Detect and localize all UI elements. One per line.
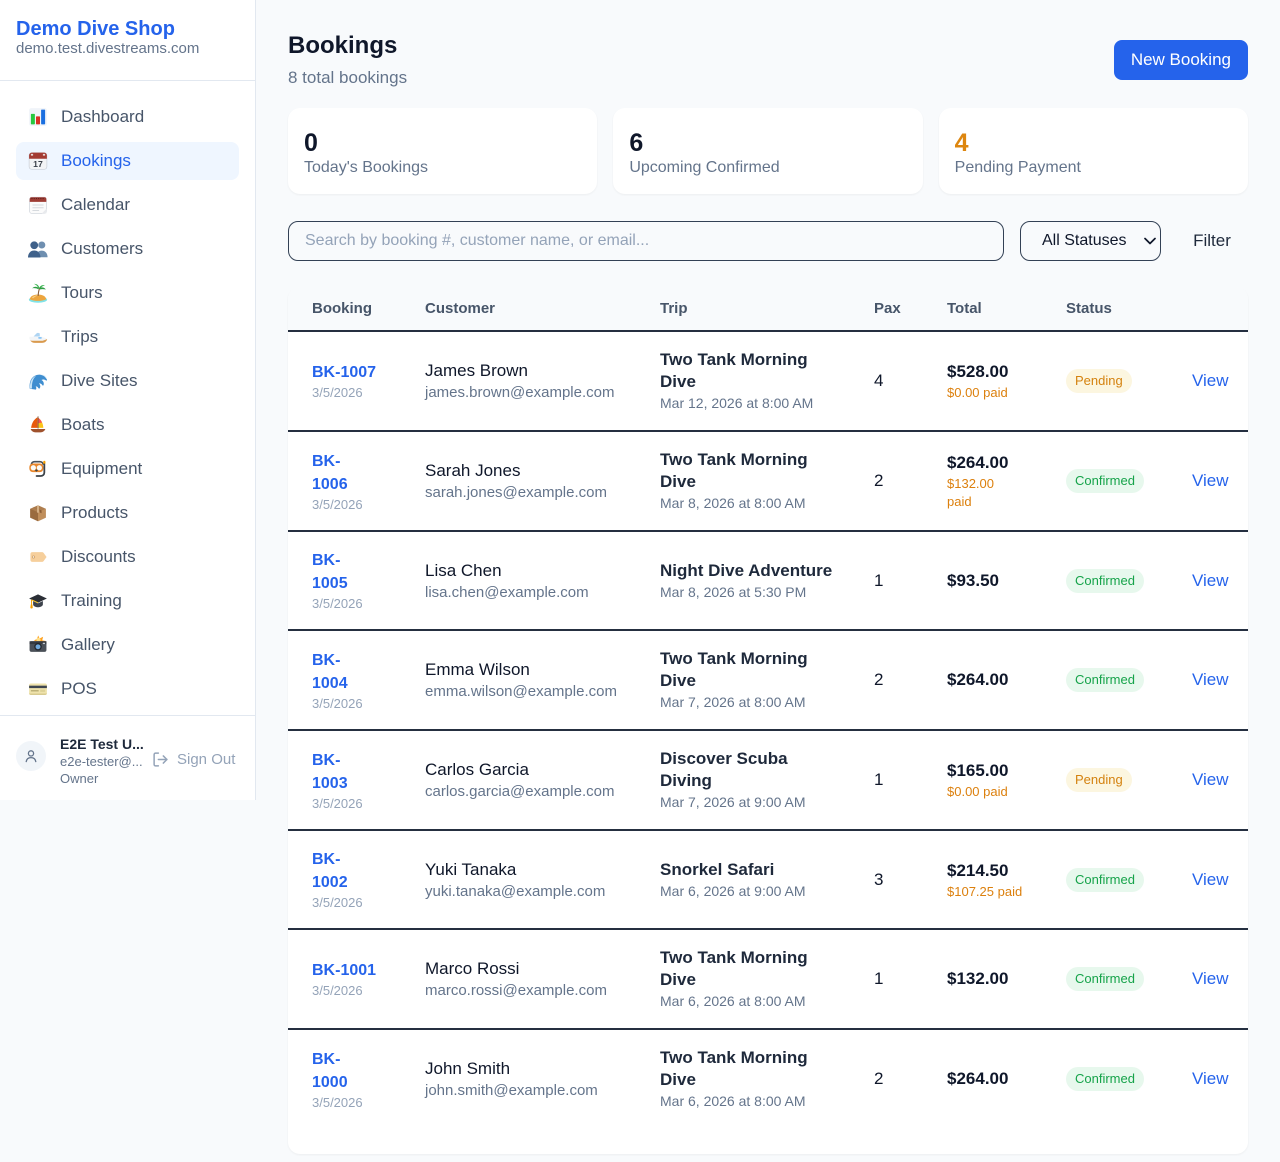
svg-text:17: 17 [33, 159, 43, 169]
